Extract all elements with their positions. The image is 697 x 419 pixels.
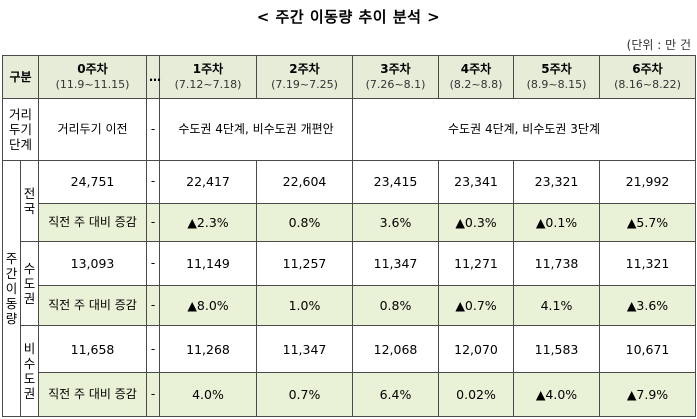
change-cell: 0.02% [438,371,514,418]
change-cell: - [146,285,160,327]
week-range: (11.9~11.15) [55,78,130,92]
change-cell: ▲8.0% [159,285,257,327]
change-cell: ▲7.9% [599,371,696,418]
change-cell: - [146,371,160,418]
value-cell: 22,417 [159,159,257,204]
change-cell: 6.4% [352,371,439,418]
distancing-weeks-3-6: 수도권 4단계, 비수도권 3단계 [352,98,696,161]
group-label: 주간이동량 [2,159,21,418]
value-cell: 23,321 [513,159,600,204]
header-week-3: 3주차 (7.26~8.1) [352,54,439,100]
value-cell: 12,068 [352,325,439,373]
week-name: 0주차 [77,62,108,77]
week-range: (8.9~8.15) [526,78,587,92]
region-label: 수도권 [20,240,39,327]
region-label: 전국 [20,159,39,243]
value-cell: 21,992 [599,159,696,204]
change-cell: 4.1% [513,285,600,327]
change-label: 직전 주 대비 증감 [38,285,147,327]
change-cell: ▲2.3% [159,202,257,243]
value-cell: 12,070 [438,325,514,373]
value-cell: 24,751 [38,159,147,204]
distancing-gap: - [146,98,160,161]
mobility-table: 구분 0주차 (11.9~11.15) … 1주차 (7.12~7.18) 2주… [2,54,696,418]
change-cell: 0.8% [256,202,353,243]
table-row: 비수도권 11,658 - 11,268 11,347 12,068 12,07… [3,325,696,417]
header-week-5: 5주차 (8.9~8.15) [513,54,600,100]
week-name: 2주차 [289,62,320,77]
week-range: (8.2~8.8) [449,78,503,92]
week-name: 1주차 [192,62,224,77]
value-cell: 11,583 [513,325,600,373]
value-cell: 11,321 [599,240,696,287]
value-cell: 11,658 [38,325,147,373]
change-cell: ▲3.6% [599,285,696,327]
change-cell: ▲5.7% [599,202,696,243]
week-name: 6주차 [632,62,663,77]
change-cell: ▲0.1% [513,202,600,243]
value-cell: - [146,159,160,204]
change-label: 직전 주 대비 증감 [38,371,147,418]
region-label: 비수도권 [20,325,39,417]
value-cell: 11,257 [256,240,353,287]
header-label: 구분 [2,54,39,100]
value-cell: 11,347 [256,325,353,373]
change-cell: 4.0% [159,371,257,418]
change-cell: ▲0.3% [438,202,514,243]
table-row: 직전 주 대비 증감 - 4.0% 0.7% 6.4% 0.02% ▲4.0% … [2,371,696,418]
change-cell: - [146,202,160,243]
value-cell: 22,604 [256,159,353,204]
distancing-label: 거리두기단계 [2,98,39,161]
value-cell: 11,347 [352,240,439,287]
week-range: (7.19~7.25) [271,78,338,92]
value-cell: 11,271 [438,240,514,287]
unit-note: (단위 : 만 건 [626,38,691,52]
week-name: 4주차 [460,62,492,77]
distancing-week-0: 거리두기 이전 [38,98,147,161]
change-cell: ▲4.0% [513,371,600,418]
table-row: 직전 주 대비 증감 - ▲2.3% 0.8% 3.6% ▲0.3% ▲0.1%… [2,202,696,243]
value-cell: - [146,240,160,287]
distancing-row: 거리두기단계 거리두기 이전 - 수도권 4단계, 비수도권 개편안 수도권 4… [2,98,696,161]
value-cell: 13,093 [38,240,147,287]
change-cell: 0.8% [352,285,439,327]
value-cell: 11,149 [159,240,257,287]
value-cell: 23,341 [438,159,514,204]
change-label: 직전 주 대비 증감 [38,202,147,243]
header-week-4: 4주차 (8.2~8.8) [438,54,514,100]
change-cell: 0.7% [256,371,353,418]
value-cell: 11,738 [513,240,600,287]
page-title: < 주간 이동량 추이 분석 > [256,8,441,26]
table-row: 수도권 13,093 - 11,149 11,257 11,347 11,271… [3,240,696,327]
header-week-1: 1주차 (7.12~7.18) [159,54,257,100]
header-week-2: 2주차 (7.19~7.25) [256,54,353,100]
change-cell: 3.6% [352,202,439,243]
value-cell: 23,415 [352,159,439,204]
week-name: 5주차 [541,62,572,77]
week-range: (7.26~8.1) [365,78,426,92]
value-cell: 10,671 [599,325,696,373]
change-cell: 1.0% [256,285,353,327]
table-row: 주간이동량 전국 24,751 - 22,417 22,604 23,415 2… [2,159,696,418]
week-name: 3주차 [380,62,411,77]
table-row: 직전 주 대비 증감 - ▲8.0% 1.0% 0.8% ▲0.7% 4.1% … [2,285,696,327]
header-row: 구분 0주차 (11.9~11.15) … 1주차 (7.12~7.18) 2주… [2,54,696,100]
value-cell: - [146,325,160,373]
distancing-weeks-1-2: 수도권 4단계, 비수도권 개편안 [159,98,353,161]
value-cell: 11,268 [159,325,257,373]
header-gap: … [146,54,161,100]
header-week-0: 0주차 (11.9~11.15) [38,54,147,100]
week-range: (7.12~7.18) [174,78,242,92]
change-cell: ▲0.7% [438,285,514,327]
week-range: (8.16~8.22) [614,78,681,92]
header-week-6: 6주차 (8.16~8.22) [599,54,696,100]
